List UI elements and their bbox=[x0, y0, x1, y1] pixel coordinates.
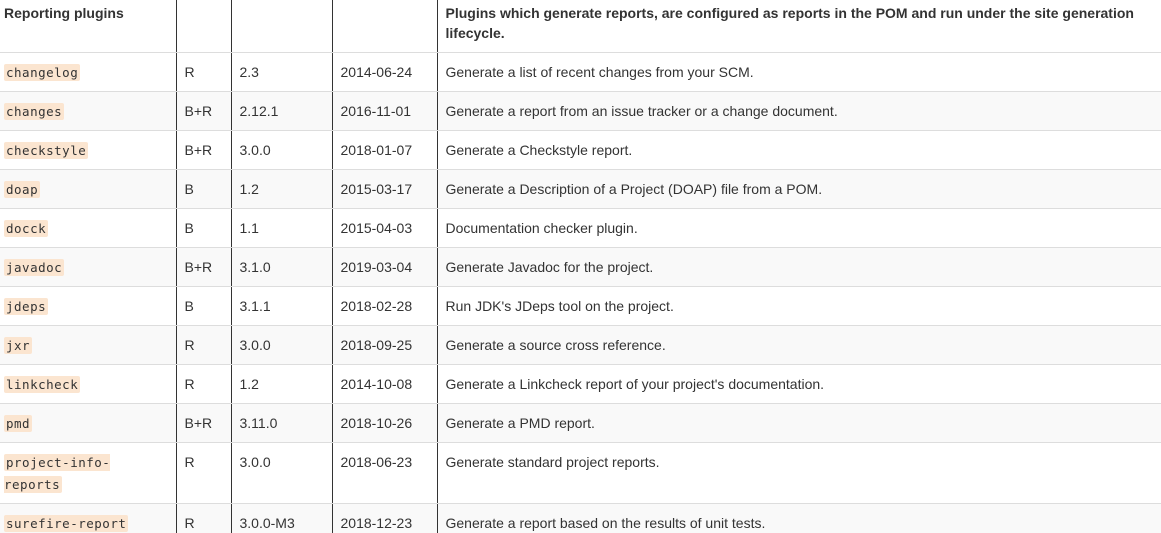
version-cell: 3.1.0 bbox=[230, 247, 332, 287]
date-cell: 2018-02-28 bbox=[331, 286, 437, 326]
date-cell: 2018-09-25 bbox=[331, 325, 437, 365]
type-cell: B bbox=[175, 286, 231, 326]
plugin-name: docck bbox=[4, 219, 49, 237]
plugin-name: doap bbox=[4, 180, 41, 198]
version-cell: 3.0.0 bbox=[230, 325, 332, 365]
version-cell: 1.1 bbox=[230, 208, 332, 248]
description-cell: Generate standard project reports. bbox=[436, 442, 1161, 504]
plugin-cell: jxr bbox=[0, 325, 176, 365]
type-cell: R bbox=[175, 325, 231, 365]
plugin-cell: pmd bbox=[0, 403, 176, 443]
header-version bbox=[230, 0, 332, 53]
date-cell: 2018-10-26 bbox=[331, 403, 437, 443]
date-cell: 2016-11-01 bbox=[331, 91, 437, 131]
table-row: project-info-reports R 3.0.0 2018-06-23 … bbox=[0, 442, 1161, 504]
header-plugin: Reporting plugins bbox=[0, 0, 176, 53]
plugin-cell: project-info-reports bbox=[0, 442, 176, 504]
date-cell: 2015-04-03 bbox=[331, 208, 437, 248]
version-cell: 3.0.0 bbox=[230, 130, 332, 170]
description-cell: Generate a PMD report. bbox=[436, 403, 1161, 443]
type-cell: R bbox=[175, 442, 231, 504]
plugin-cell: changes bbox=[0, 91, 176, 131]
header-type bbox=[175, 0, 231, 53]
type-cell: B bbox=[175, 208, 231, 248]
type-cell: B+R bbox=[175, 91, 231, 131]
description-cell: Generate a Description of a Project (DOA… bbox=[436, 169, 1161, 209]
plugin-cell: changelog bbox=[0, 52, 176, 92]
description-cell: Run JDK's JDeps tool on the project. bbox=[436, 286, 1161, 326]
table-row: changes B+R 2.12.1 2016-11-01 Generate a… bbox=[0, 91, 1161, 131]
version-cell: 3.0.0-M3 bbox=[230, 503, 332, 533]
version-cell: 2.12.1 bbox=[230, 91, 332, 131]
plugin-name: checkstyle bbox=[4, 141, 89, 159]
table-row: doap B 1.2 2015-03-17 Generate a Descrip… bbox=[0, 169, 1161, 209]
plugin-cell: checkstyle bbox=[0, 130, 176, 170]
type-cell: B+R bbox=[175, 403, 231, 443]
type-cell: B+R bbox=[175, 247, 231, 287]
header-date bbox=[331, 0, 437, 53]
date-cell: 2018-12-23 bbox=[331, 503, 437, 533]
table-row: surefire-report R 3.0.0-M3 2018-12-23 Ge… bbox=[0, 503, 1161, 533]
plugin-name: project-info-reports bbox=[4, 453, 111, 493]
date-cell: 2018-06-23 bbox=[331, 442, 437, 504]
version-cell: 3.11.0 bbox=[230, 403, 332, 443]
version-cell: 1.2 bbox=[230, 169, 332, 209]
plugin-name: surefire-report bbox=[4, 514, 129, 532]
version-cell: 3.0.0 bbox=[230, 442, 332, 504]
type-cell: R bbox=[175, 364, 231, 404]
version-cell: 2.3 bbox=[230, 52, 332, 92]
description-cell: Generate a Checkstyle report. bbox=[436, 130, 1161, 170]
plugin-cell: jdeps bbox=[0, 286, 176, 326]
plugin-name: jdeps bbox=[4, 297, 49, 315]
date-cell: 2015-03-17 bbox=[331, 169, 437, 209]
type-cell: R bbox=[175, 503, 231, 533]
date-cell: 2014-06-24 bbox=[331, 52, 437, 92]
description-cell: Generate a list of recent changes from y… bbox=[436, 52, 1161, 92]
type-cell: B+R bbox=[175, 130, 231, 170]
header-description: Plugins which generate reports, are conf… bbox=[436, 0, 1161, 53]
date-cell: 2018-01-07 bbox=[331, 130, 437, 170]
table-row: checkstyle B+R 3.0.0 2018-01-07 Generate… bbox=[0, 130, 1161, 170]
table-row: jxr R 3.0.0 2018-09-25 Generate a source… bbox=[0, 325, 1161, 365]
description-cell: Generate a source cross reference. bbox=[436, 325, 1161, 365]
type-cell: B bbox=[175, 169, 231, 209]
type-cell: R bbox=[175, 52, 231, 92]
date-cell: 2019-03-04 bbox=[331, 247, 437, 287]
table-row: pmd B+R 3.11.0 2018-10-26 Generate a PMD… bbox=[0, 403, 1161, 443]
plugin-cell: docck bbox=[0, 208, 176, 248]
table-row: jdeps B 3.1.1 2018-02-28 Run JDK's JDeps… bbox=[0, 286, 1161, 326]
description-cell: Generate a report from an issue tracker … bbox=[436, 91, 1161, 131]
version-cell: 1.2 bbox=[230, 364, 332, 404]
description-cell: Generate a Linkcheck report of your proj… bbox=[436, 364, 1161, 404]
table-row: changelog R 2.3 2014-06-24 Generate a li… bbox=[0, 52, 1161, 92]
plugin-name: changes bbox=[4, 102, 65, 120]
table-row: linkcheck R 1.2 2014-10-08 Generate a Li… bbox=[0, 364, 1161, 404]
description-cell: Generate a report based on the results o… bbox=[436, 503, 1161, 533]
plugin-cell: linkcheck bbox=[0, 364, 176, 404]
description-cell: Generate Javadoc for the project. bbox=[436, 247, 1161, 287]
plugin-cell: javadoc bbox=[0, 247, 176, 287]
date-cell: 2014-10-08 bbox=[331, 364, 437, 404]
table-row: docck B 1.1 2015-04-03 Documentation che… bbox=[0, 208, 1161, 248]
description-cell: Documentation checker plugin. bbox=[436, 208, 1161, 248]
plugin-cell: surefire-report bbox=[0, 503, 176, 533]
version-cell: 3.1.1 bbox=[230, 286, 332, 326]
plugin-name: pmd bbox=[4, 414, 33, 432]
table-header-row: Reporting plugins Plugins which generate… bbox=[0, 0, 1161, 53]
table-row: javadoc B+R 3.1.0 2019-03-04 Generate Ja… bbox=[0, 247, 1161, 287]
plugin-name: jxr bbox=[4, 336, 33, 354]
plugin-name: linkcheck bbox=[4, 375, 81, 393]
plugin-name: javadoc bbox=[4, 258, 65, 276]
plugin-name: changelog bbox=[4, 63, 81, 81]
plugin-cell: doap bbox=[0, 169, 176, 209]
